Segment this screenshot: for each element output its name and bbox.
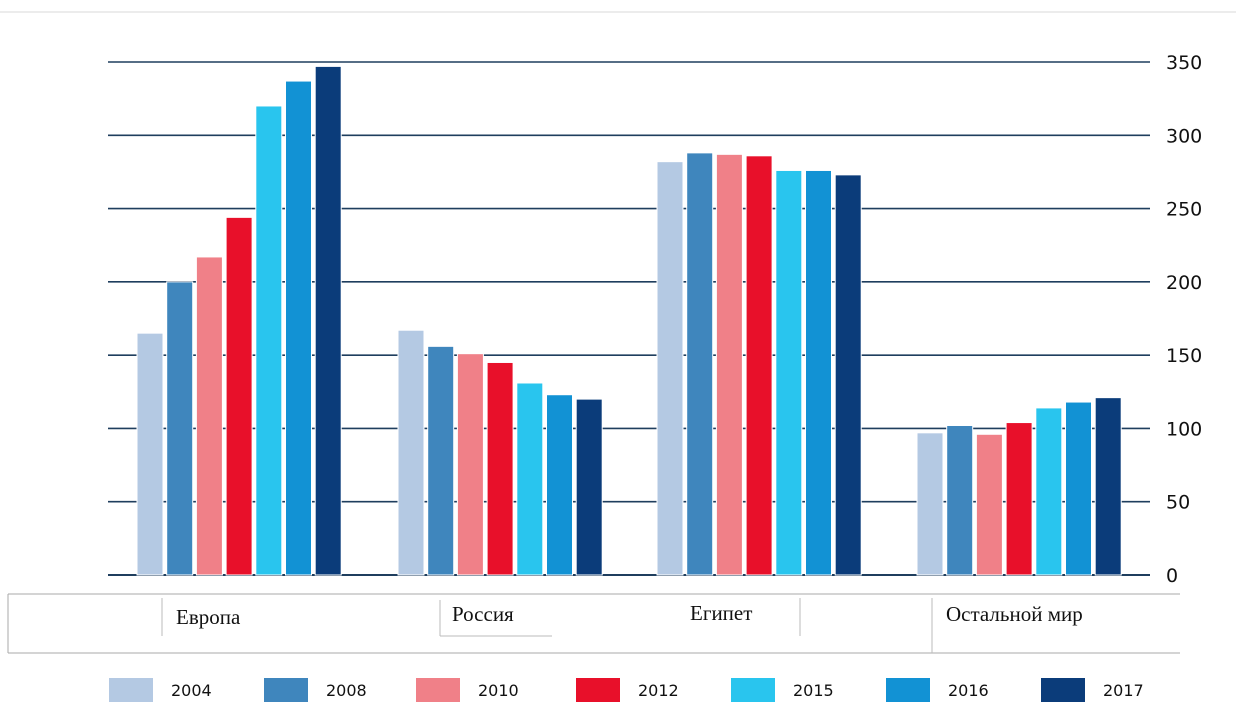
bar-2015-1 xyxy=(516,382,544,576)
bar-2008-3 xyxy=(946,424,974,576)
y-tick-label: 350 xyxy=(1166,52,1202,74)
bar-2008-2 xyxy=(686,152,714,576)
bar-2015-2 xyxy=(775,169,803,576)
y-axis-ticks: 0 50 100 150 200 250 300 350 xyxy=(1166,52,1202,587)
legend-label-2004: 2004 xyxy=(171,681,212,700)
legend-swatch-2004 xyxy=(109,678,153,702)
category-label-europe: Европа xyxy=(176,605,241,629)
bar-2012-1 xyxy=(486,361,514,576)
bar-2008-0 xyxy=(166,281,194,576)
category-label-egypt: Египет xyxy=(690,601,752,625)
bar-2017-0 xyxy=(314,65,342,576)
bar-2010-1 xyxy=(456,353,484,576)
y-tick-label: 0 xyxy=(1166,565,1178,587)
legend-swatch-2017 xyxy=(1041,678,1085,702)
legend: 2004 2008 2010 2012 2015 2016 2017 xyxy=(109,678,1144,702)
bar-2016-1 xyxy=(546,394,573,576)
bar-2017-1 xyxy=(575,398,603,576)
bar-2012-3 xyxy=(1005,422,1033,576)
bars xyxy=(136,65,1122,576)
legend-swatch-2010 xyxy=(416,678,460,702)
bar-2004-0 xyxy=(136,332,164,576)
category-label-rest-of-world: Остальной мир xyxy=(946,602,1083,626)
category-label-russia: Россия xyxy=(452,602,514,626)
bar-2008-1 xyxy=(427,345,455,576)
legend-swatch-2016 xyxy=(886,678,930,702)
legend-label-2016: 2016 xyxy=(948,681,989,700)
legend-swatch-2012 xyxy=(576,678,620,702)
bar-2016-2 xyxy=(805,169,832,576)
legend-label-2012: 2012 xyxy=(638,681,679,700)
bar-2015-3 xyxy=(1035,407,1063,576)
legend-label-2017: 2017 xyxy=(1103,681,1144,700)
legend-label-2015: 2015 xyxy=(793,681,834,700)
bar-2004-1 xyxy=(397,329,425,576)
bar-2004-2 xyxy=(656,161,684,576)
legend-label-2008: 2008 xyxy=(326,681,367,700)
bar-2016-3 xyxy=(1065,401,1092,576)
y-tick-label: 300 xyxy=(1166,125,1202,147)
y-tick-label: 50 xyxy=(1166,492,1190,514)
legend-swatch-2008 xyxy=(264,678,308,702)
y-tick-label: 200 xyxy=(1166,272,1202,294)
bar-2012-0 xyxy=(225,216,253,576)
bar-2017-2 xyxy=(834,174,862,576)
bar-2015-0 xyxy=(255,105,283,576)
legend-swatch-2015 xyxy=(731,678,775,702)
category-panel: Европа Россия Египет Остальной мир xyxy=(7,593,1180,654)
bar-2012-2 xyxy=(745,155,773,576)
bar-2017-3 xyxy=(1094,397,1122,576)
bar-2010-3 xyxy=(975,433,1003,576)
bar-2010-2 xyxy=(715,153,743,576)
y-tick-label: 250 xyxy=(1166,199,1202,221)
bar-2004-3 xyxy=(916,432,944,576)
bar-2010-0 xyxy=(195,256,223,576)
y-tick-label: 150 xyxy=(1166,345,1202,367)
y-tick-label: 100 xyxy=(1166,418,1202,440)
bar-2016-0 xyxy=(285,80,312,576)
legend-label-2010: 2010 xyxy=(478,681,519,700)
